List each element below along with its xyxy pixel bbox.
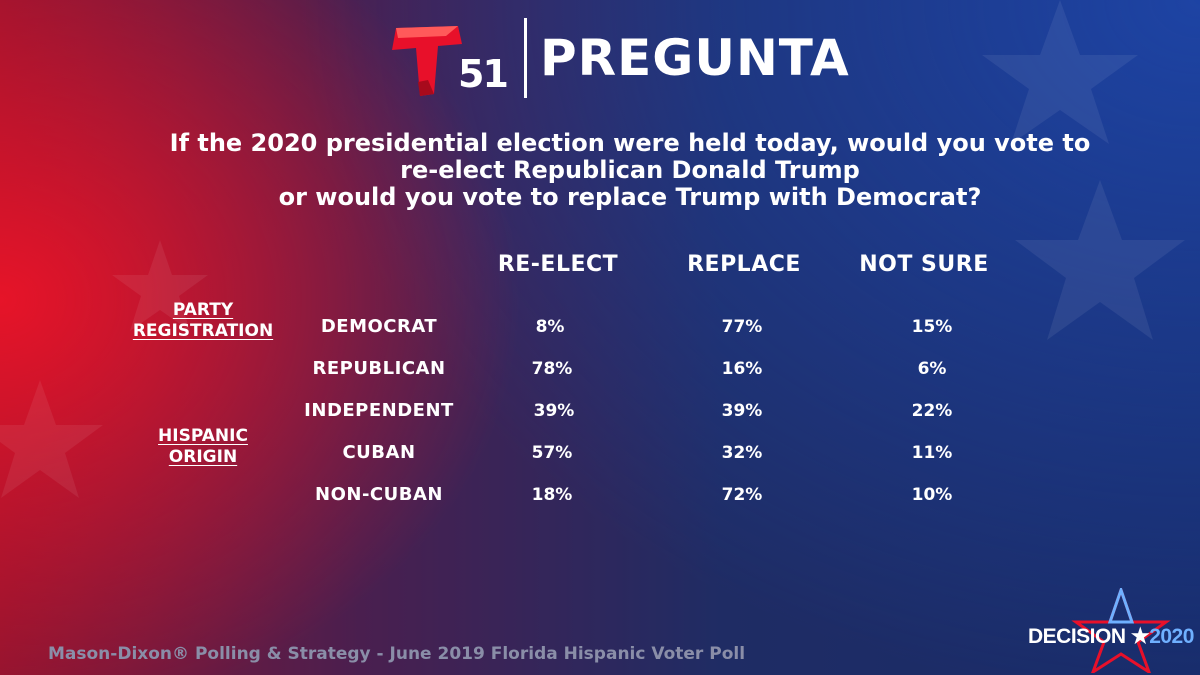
column-header-replace: REPLACE: [687, 252, 801, 277]
cell-non-cuban-replace: 72%: [721, 485, 763, 505]
cell-independent-re-elect: 39%: [533, 401, 575, 421]
row-label-non-cuban: NON-CUBAN: [315, 484, 443, 505]
source-credit: Mason-Dixon® Polling & Strategy - June 2…: [48, 644, 746, 664]
cell-democrat-re-elect: 8%: [535, 317, 565, 337]
group-label-hispanic-origin: HISPANIC ORIGIN: [158, 426, 248, 468]
decision-2020-star-icon: [1071, 588, 1171, 673]
cell-independent-replace: 39%: [721, 401, 763, 421]
cell-republican-re-elect: 78%: [531, 359, 573, 379]
row-label-republican: REPUBLICAN: [312, 358, 446, 379]
group-label-line: ORIGIN: [168, 447, 238, 467]
column-header-re-elect: RE-ELECT: [497, 252, 619, 277]
cell-democrat-replace: 77%: [721, 317, 763, 337]
cell-non-cuban-not-sure: 10%: [911, 485, 953, 505]
badge-star-icon: ★: [1130, 625, 1150, 648]
page-title: PREGUNTA: [540, 29, 850, 87]
cell-democrat-not-sure: 15%: [911, 317, 953, 337]
cell-non-cuban-re-elect: 18%: [531, 485, 573, 505]
group-label-line: REGISTRATION: [132, 321, 274, 341]
header-divider: [524, 18, 527, 98]
row-label-democrat: DEMOCRAT: [320, 316, 438, 337]
question-line-1: If the 2020 presidential election were h…: [169, 129, 1091, 157]
question-line-3: or would you vote to replace Trump with …: [278, 183, 982, 211]
cell-independent-not-sure: 22%: [911, 401, 953, 421]
cell-cuban-re-elect: 57%: [531, 443, 573, 463]
question-text: If the 2020 presidential election were h…: [0, 130, 1200, 211]
cell-republican-replace: 16%: [721, 359, 763, 379]
column-header-not-sure: NOT SURE: [859, 252, 989, 277]
logo-number: 51: [458, 52, 509, 96]
cell-republican-not-sure: 6%: [917, 359, 947, 379]
telemundo-51-logo: [392, 26, 462, 96]
group-label-line: HISPANIC: [158, 426, 248, 446]
row-label-independent: INDEPENDENT: [304, 400, 454, 421]
cell-cuban-not-sure: 11%: [911, 443, 953, 463]
row-label-cuban: CUBAN: [342, 442, 416, 463]
badge-year: 2020: [1149, 625, 1194, 648]
star-shape: [0, 380, 103, 498]
group-label-party-registration: PARTY REGISTRATION: [133, 300, 273, 342]
star-shape: [982, 0, 1138, 144]
decision-2020-badge: DECISION ★2020: [1028, 624, 1194, 649]
badge-word: DECISION: [1028, 625, 1126, 648]
cell-cuban-replace: 32%: [721, 443, 763, 463]
group-label-line: PARTY: [172, 300, 234, 320]
question-line-2: re-elect Republican Donald Trump: [400, 156, 860, 184]
